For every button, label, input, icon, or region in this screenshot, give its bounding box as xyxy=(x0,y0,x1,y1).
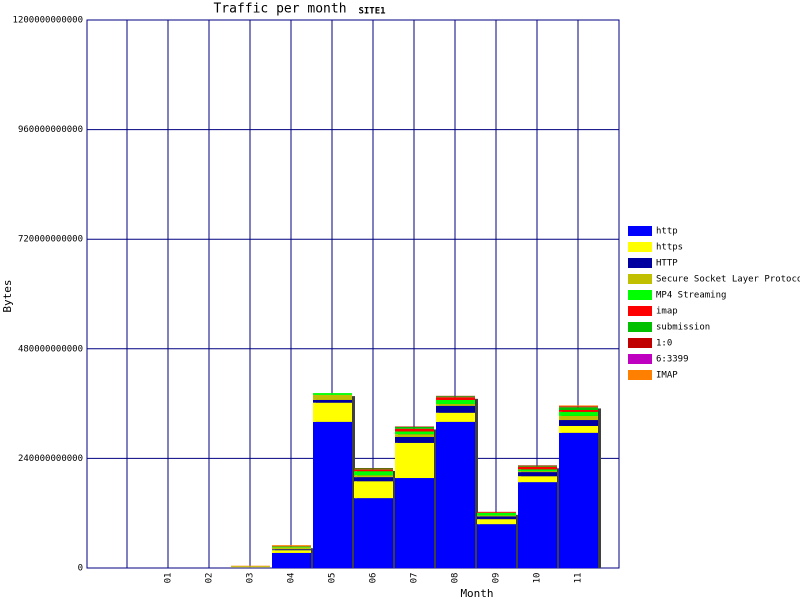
bar-segment xyxy=(477,519,516,525)
y-tick-label: 1200000000000 xyxy=(13,16,83,26)
legend-label: 6:3399 xyxy=(656,355,689,365)
y-tick-label: 240000000000 xyxy=(18,454,83,464)
bar-segment xyxy=(436,405,475,413)
bar-segment xyxy=(395,434,434,437)
bar-segment xyxy=(313,421,352,568)
bar-segment xyxy=(477,512,516,516)
legend-swatch xyxy=(628,258,652,268)
bar-segment xyxy=(477,516,516,520)
bar-segment xyxy=(354,481,393,499)
bar-segment xyxy=(395,431,434,435)
legend-label: MP4 Streaming xyxy=(656,291,726,301)
legend-swatch xyxy=(628,306,652,316)
legend-swatch xyxy=(628,322,652,332)
bar-segment xyxy=(559,415,598,421)
bar-segment xyxy=(436,412,475,422)
x-tick-label: 06 xyxy=(369,573,379,584)
y-tick-label: 960000000000 xyxy=(18,125,83,135)
x-tick-label: 11 xyxy=(574,573,584,584)
legend-swatch xyxy=(628,354,652,364)
x-tick-label: 03 xyxy=(246,573,256,584)
bar-segment xyxy=(477,524,516,568)
bar-segment xyxy=(518,469,557,472)
x-tick-label: 08 xyxy=(451,573,461,584)
bar-segment xyxy=(518,472,557,477)
chart-title: Traffic per month xyxy=(213,2,346,17)
bar-segment xyxy=(354,471,393,476)
bar-segment xyxy=(272,545,311,547)
bar-segment xyxy=(395,442,434,479)
x-tick-label: 05 xyxy=(328,573,338,584)
bar-segment xyxy=(395,478,434,568)
bar-segment xyxy=(559,432,598,568)
bar-segment xyxy=(354,475,393,478)
legend-label: imap xyxy=(656,307,678,317)
bar-segment xyxy=(559,407,598,410)
bar-segment xyxy=(559,420,598,426)
bar-segment xyxy=(313,394,352,400)
bar-segment xyxy=(518,466,557,470)
legend-swatch xyxy=(628,370,652,380)
bar-segment xyxy=(436,404,475,406)
bar-segment xyxy=(272,552,311,568)
y-tick-label: 480000000000 xyxy=(18,344,83,354)
bar-segment xyxy=(436,421,475,568)
bar-segment xyxy=(518,482,557,568)
bar-segment xyxy=(313,393,352,395)
bar-segment xyxy=(313,402,352,422)
legend-label: https xyxy=(656,243,683,253)
bar-segment xyxy=(436,399,475,405)
bar-segment xyxy=(395,428,434,432)
y-tick-label: 720000000000 xyxy=(18,235,83,245)
bar-segment xyxy=(518,465,557,467)
bar-segment xyxy=(354,477,393,482)
legend-label: 1:0 xyxy=(656,339,672,349)
bar-segment xyxy=(354,498,393,568)
bar-segment xyxy=(354,468,393,470)
legend-swatch xyxy=(628,290,652,300)
bar-segment xyxy=(436,396,475,398)
bar-segment xyxy=(231,566,270,568)
legend-swatch xyxy=(628,226,652,236)
legend-swatch xyxy=(628,274,652,284)
legend-label: HTTP xyxy=(656,259,678,269)
legend-label: http xyxy=(656,227,678,237)
bar-segment xyxy=(272,549,311,551)
x-tick-label: 01 xyxy=(164,573,174,584)
bar-segment xyxy=(559,425,598,433)
bar-segment xyxy=(518,476,557,483)
bar-segment xyxy=(559,411,598,416)
bar-segment xyxy=(477,511,516,513)
legend-swatch xyxy=(628,242,652,252)
bar-segment xyxy=(395,426,434,429)
chart-subtitle: SITE1 xyxy=(358,7,385,17)
x-axis-label: Month xyxy=(460,587,493,600)
bar-segment xyxy=(436,397,475,400)
bar-segment xyxy=(272,547,311,550)
bar-segment xyxy=(559,409,598,412)
x-tick-label: 07 xyxy=(410,573,420,584)
y-tick-label: 0 xyxy=(78,564,83,574)
bar-segment xyxy=(559,406,598,408)
bar-segment xyxy=(272,546,311,548)
bar-segment xyxy=(354,469,393,472)
legend-label: submission xyxy=(656,323,710,333)
bar-segment xyxy=(559,405,598,407)
x-tick-label: 09 xyxy=(492,573,502,584)
legend-label: IMAP xyxy=(656,371,678,381)
x-tick-label: 02 xyxy=(205,573,215,584)
bar-segment xyxy=(272,550,311,553)
bar-segment xyxy=(395,436,434,443)
bar-segment xyxy=(313,399,352,403)
legend-label: Secure Socket Layer Protocol xyxy=(656,275,800,285)
legend-swatch xyxy=(628,338,652,348)
y-axis-label: Bytes xyxy=(1,279,14,312)
bar-segment xyxy=(477,515,516,517)
x-tick-label: 10 xyxy=(533,573,543,584)
bar-segment xyxy=(518,471,557,473)
x-tick-label: 04 xyxy=(287,573,297,584)
